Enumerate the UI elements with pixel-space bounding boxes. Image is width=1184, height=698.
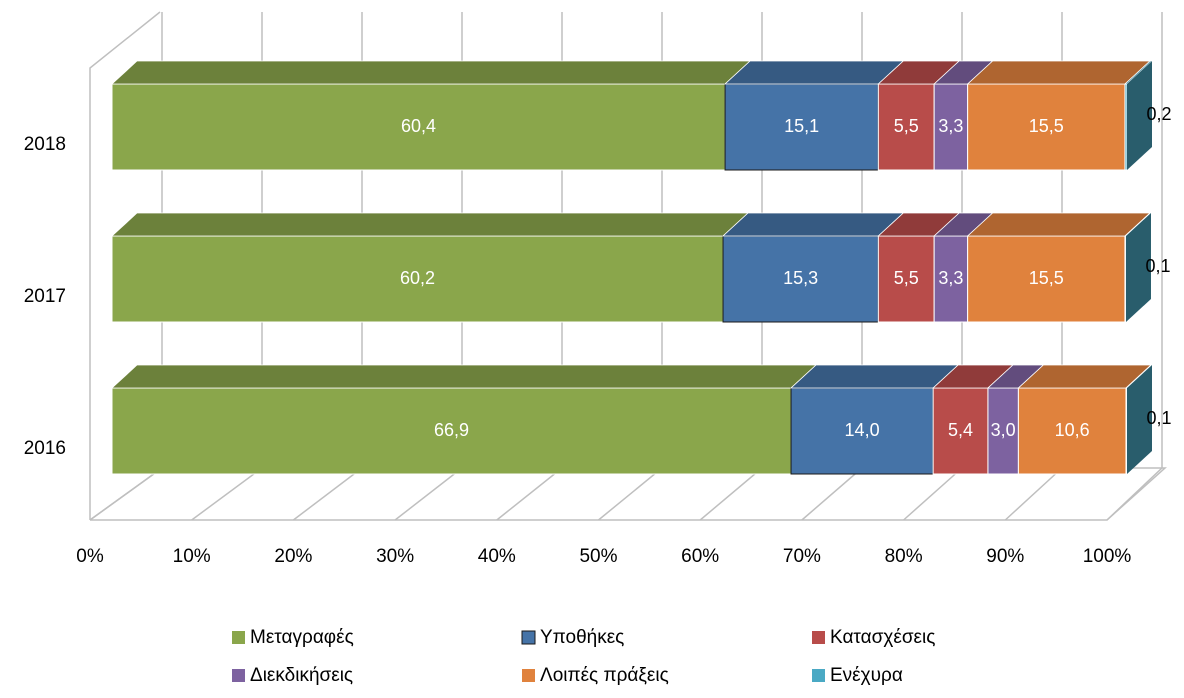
- data-label: 5,4: [948, 420, 973, 440]
- data-label: 66,9: [434, 420, 469, 440]
- bar: [933, 235, 969, 323]
- x-tick-label: 90%: [986, 546, 1024, 567]
- x-tick-label: 10%: [173, 546, 211, 567]
- data-label: 5,5: [894, 116, 919, 136]
- data-label: 15,5: [1029, 268, 1064, 288]
- floor-grid-line: [496, 467, 563, 521]
- bar: [724, 83, 879, 171]
- data-label: 15,5: [1029, 116, 1064, 136]
- data-label: 14,0: [845, 420, 880, 440]
- bar: [722, 235, 879, 323]
- data-label: 5,5: [894, 268, 919, 288]
- bar: [111, 83, 726, 171]
- legend-swatch: [232, 669, 245, 682]
- data-label: 60,2: [400, 268, 435, 288]
- data-label: 3,3: [938, 268, 963, 288]
- bar: [967, 235, 1126, 323]
- legend-label: Μεταγραφές: [250, 627, 354, 648]
- x-tick-label: 40%: [478, 546, 516, 567]
- legend-label: Ενέχυρα: [830, 665, 903, 686]
- floor-grid-line: [801, 467, 863, 521]
- bar: [1125, 387, 1128, 475]
- bar-side: [1125, 213, 1151, 322]
- legend-label: Υποθήκες: [540, 627, 624, 648]
- x-tick-label: 80%: [885, 546, 923, 567]
- data-label: 3,3: [938, 116, 963, 136]
- bar-side: [1127, 61, 1152, 170]
- x-tick-label: 60%: [681, 546, 719, 567]
- bar: [1017, 387, 1127, 475]
- data-label: 15,1: [784, 116, 819, 136]
- data-label: 15,3: [783, 268, 818, 288]
- bar-side: [1127, 365, 1152, 474]
- legend-swatch: [812, 669, 825, 682]
- bar-top: [110, 60, 752, 85]
- legend-swatch: [232, 631, 245, 644]
- y-tick-label: 2018: [24, 134, 66, 155]
- legend-label: Κατασχέσεις: [830, 627, 935, 648]
- data-label: 3,0: [991, 420, 1016, 440]
- bar: [1124, 235, 1127, 323]
- floor-grid-line: [1106, 467, 1163, 521]
- x-tick-label: 0%: [76, 546, 104, 567]
- floor-grid-line: [903, 467, 963, 521]
- bar-top: [110, 212, 750, 237]
- floor-grid-line: [89, 467, 163, 521]
- floor-grid-line: [598, 467, 663, 521]
- bar: [1124, 83, 1128, 171]
- legend-swatch: [812, 631, 825, 644]
- bar-top: [722, 212, 905, 237]
- bar: [111, 387, 792, 475]
- y-tick-label: 2017: [24, 286, 66, 307]
- data-label: 0,1: [1146, 408, 1171, 428]
- bar-top: [966, 60, 1151, 85]
- bar: [877, 235, 935, 323]
- floor-grid-line: [1004, 467, 1063, 521]
- data-label: 60,4: [401, 116, 436, 136]
- data-label: 10,6: [1055, 420, 1090, 440]
- floor-grid-line: [699, 467, 763, 521]
- bar-top: [724, 60, 905, 85]
- floor-grid-line: [394, 467, 463, 521]
- floor-grid-line: [292, 467, 363, 521]
- data-label: 0,1: [1145, 256, 1170, 276]
- data-label: 0,2: [1146, 104, 1171, 124]
- bar-top: [790, 364, 960, 389]
- x-tick-label: 50%: [579, 546, 617, 567]
- bar: [967, 83, 1126, 171]
- floor-grid-line: [191, 467, 263, 521]
- bar-top: [110, 364, 818, 389]
- bar: [933, 83, 969, 171]
- bar-top: [966, 212, 1151, 237]
- bar: [111, 235, 724, 323]
- y-tick-label: 2016: [24, 438, 66, 459]
- x-tick-label: 100%: [1083, 546, 1132, 567]
- legend-swatch: [521, 630, 536, 645]
- side-wall: [89, 11, 161, 520]
- legend-swatch: [522, 669, 535, 682]
- bar: [877, 83, 935, 171]
- bar: [987, 387, 1019, 475]
- x-tick-label: 70%: [783, 546, 821, 567]
- x-tick-label: 30%: [376, 546, 414, 567]
- legend-label: Λοιπές πράξεις: [540, 665, 669, 686]
- legend-label: Διεκδικήσεις: [250, 665, 353, 686]
- x-tick-label: 20%: [274, 546, 312, 567]
